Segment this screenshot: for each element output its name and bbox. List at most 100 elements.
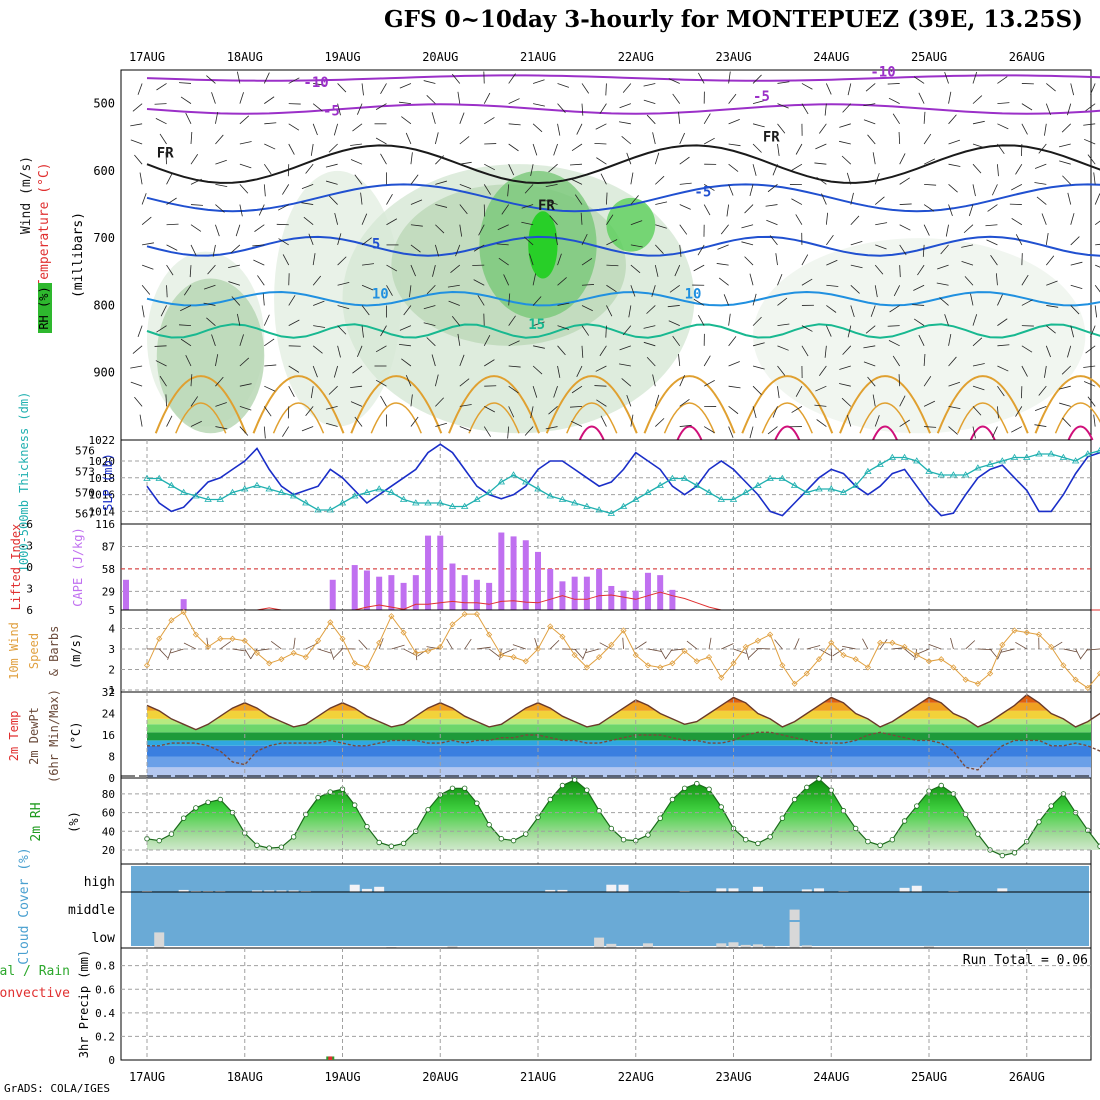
wind-barb — [752, 316, 762, 326]
wind-barb-10m — [748, 648, 759, 658]
wind-barb — [178, 82, 192, 84]
wind-barb — [130, 139, 143, 145]
wind-barb-10m — [708, 637, 712, 650]
wind-barb — [643, 325, 656, 329]
cloud-clear-bar — [728, 888, 739, 892]
wind-barb — [325, 422, 338, 427]
upper-air-panel: -10 -10 -5 -5 FR FR FR -5 5 10 10 15 500 600 700 800 900… — [19, 65, 1100, 441]
cloud-clear-bar — [618, 884, 629, 892]
cape-bar — [620, 590, 627, 610]
rh-marker — [816, 776, 822, 782]
contour-label: -10 — [870, 65, 895, 81]
cloud-clear-bar — [203, 890, 214, 892]
wind-barb — [288, 143, 295, 155]
wind-barb — [257, 275, 265, 286]
rh-marker — [523, 831, 529, 837]
wind-barb — [963, 224, 974, 234]
cloud-clear-bar — [642, 943, 653, 948]
wind-barb — [825, 325, 832, 337]
wind-barb — [263, 406, 272, 417]
wind-barb — [139, 172, 143, 185]
wind-barb — [945, 224, 949, 237]
wind-barb — [356, 345, 363, 358]
wind-barb — [503, 274, 510, 286]
wind-speed-marker — [620, 627, 627, 634]
wind-barb-10m — [1015, 642, 1027, 650]
wind-speed-marker — [742, 643, 749, 650]
wind-barb — [655, 224, 667, 229]
wind-speed-marker — [510, 654, 517, 661]
wind-barb — [532, 296, 542, 306]
wind-barb-10m — [892, 647, 907, 650]
wind-barb — [600, 173, 607, 185]
wind-barb — [166, 415, 173, 427]
rh-legend-swatch — [38, 283, 52, 333]
wind-barb — [777, 345, 789, 351]
wind-barb — [1046, 280, 1058, 286]
wind-barb — [508, 365, 521, 368]
thickness-marker — [546, 492, 554, 499]
cape-bar — [412, 575, 419, 610]
thickness-marker — [314, 506, 322, 513]
wind-barb — [405, 132, 412, 145]
thickness-marker — [827, 485, 835, 492]
cloud-clear-bar — [728, 942, 739, 948]
rh-marker — [376, 839, 382, 846]
wind-barb — [826, 259, 838, 266]
wind-barb — [288, 365, 300, 373]
wind-barb — [352, 123, 363, 132]
wind-barb-10m — [806, 645, 821, 650]
wind-barb — [816, 176, 827, 185]
wind-barb — [312, 253, 316, 266]
wind-barb — [166, 285, 168, 298]
wind-barb — [622, 83, 632, 93]
contour-20 — [643, 375, 736, 434]
thickness-marker — [192, 492, 200, 499]
wind10m-panel: 1 2 3 4 10m Wind Speed & Barbs (m/s) — [7, 608, 1100, 697]
wind-barb — [166, 244, 178, 251]
cloud-clear-bar — [606, 884, 617, 892]
wind-barb — [863, 119, 876, 125]
wind-barb — [451, 316, 461, 326]
wind-barb — [826, 305, 837, 313]
wind-barb — [1045, 232, 1049, 245]
wind10m-axis-label-1: 10m Wind — [7, 622, 21, 680]
wind-barb — [1070, 236, 1080, 246]
wind-barb — [594, 142, 607, 145]
wind-speed-marker — [608, 641, 615, 648]
wind-barb — [697, 244, 705, 256]
wind-barb — [972, 426, 976, 439]
wind-barb — [801, 83, 813, 90]
wind-barb — [997, 164, 999, 177]
wind-barb — [1021, 345, 1033, 353]
wind-barb — [720, 224, 729, 235]
wind-barb — [334, 212, 339, 225]
rh-marker — [193, 805, 199, 811]
wind-barb — [435, 204, 448, 208]
thickness-marker — [1096, 446, 1100, 453]
precip-tick: 0.2 — [95, 1030, 115, 1043]
wind-barb — [961, 261, 974, 266]
wind-barb — [679, 156, 690, 165]
chart-title: GFS 0~10day 3-hourly for MONTEPUEZ (39E,… — [384, 6, 1083, 33]
cloud-low-label: low — [92, 931, 116, 946]
temp-bands — [147, 692, 1091, 778]
li-tick: 6 — [26, 604, 33, 617]
wind-barb — [595, 365, 607, 372]
wind-barb — [239, 383, 252, 387]
wind-barb — [1090, 325, 1096, 337]
precip-legend-convective: Convective — [0, 986, 70, 1001]
wind-barb — [703, 137, 715, 145]
rh-marker — [681, 785, 688, 791]
wind-barb — [842, 103, 852, 113]
wind-barb — [892, 113, 901, 125]
wind-barb — [936, 282, 949, 286]
slp-tick: 1014 — [89, 505, 116, 518]
rh-marker — [620, 836, 627, 843]
cloud-clear-bar — [606, 943, 617, 948]
wind-barb — [997, 294, 1003, 306]
wind-barb — [533, 345, 545, 349]
wind-barb — [423, 80, 436, 84]
wind-barb — [791, 198, 803, 205]
wind-barb — [231, 296, 241, 306]
